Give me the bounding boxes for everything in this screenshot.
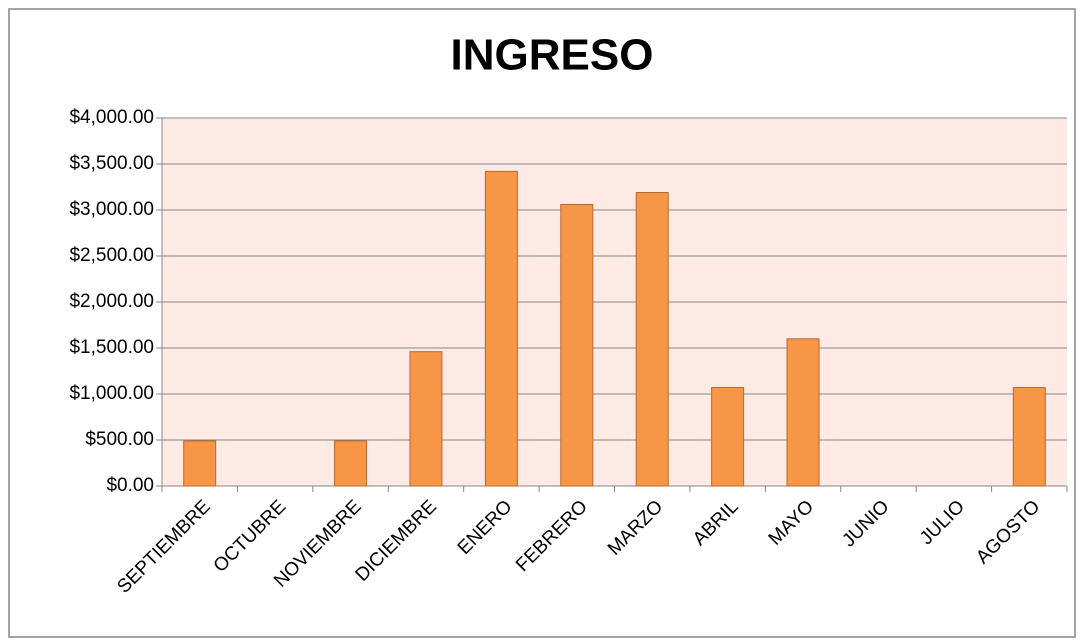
- y-tick-label: $1,500.00: [69, 337, 154, 358]
- y-tick-label: $0.00: [106, 475, 154, 496]
- y-tick-label: $500.00: [85, 429, 154, 450]
- bar: [334, 440, 368, 487]
- y-tick-label: $3,000.00: [69, 199, 154, 220]
- bar: [183, 440, 217, 487]
- y-tick-label: $4,000.00: [69, 107, 154, 128]
- bar: [711, 387, 745, 487]
- bar: [409, 351, 443, 487]
- y-tick-label: $2,500.00: [69, 245, 154, 266]
- bar: [1012, 387, 1046, 487]
- bar: [635, 192, 669, 487]
- bar: [786, 338, 820, 487]
- bar: [484, 170, 518, 487]
- y-tick-label: $3,500.00: [69, 153, 154, 174]
- y-tick-label: $1,000.00: [69, 383, 154, 404]
- y-tick-label: $2,000.00: [69, 291, 154, 312]
- chart-title: INGRESO: [451, 31, 654, 80]
- bar: [560, 203, 594, 487]
